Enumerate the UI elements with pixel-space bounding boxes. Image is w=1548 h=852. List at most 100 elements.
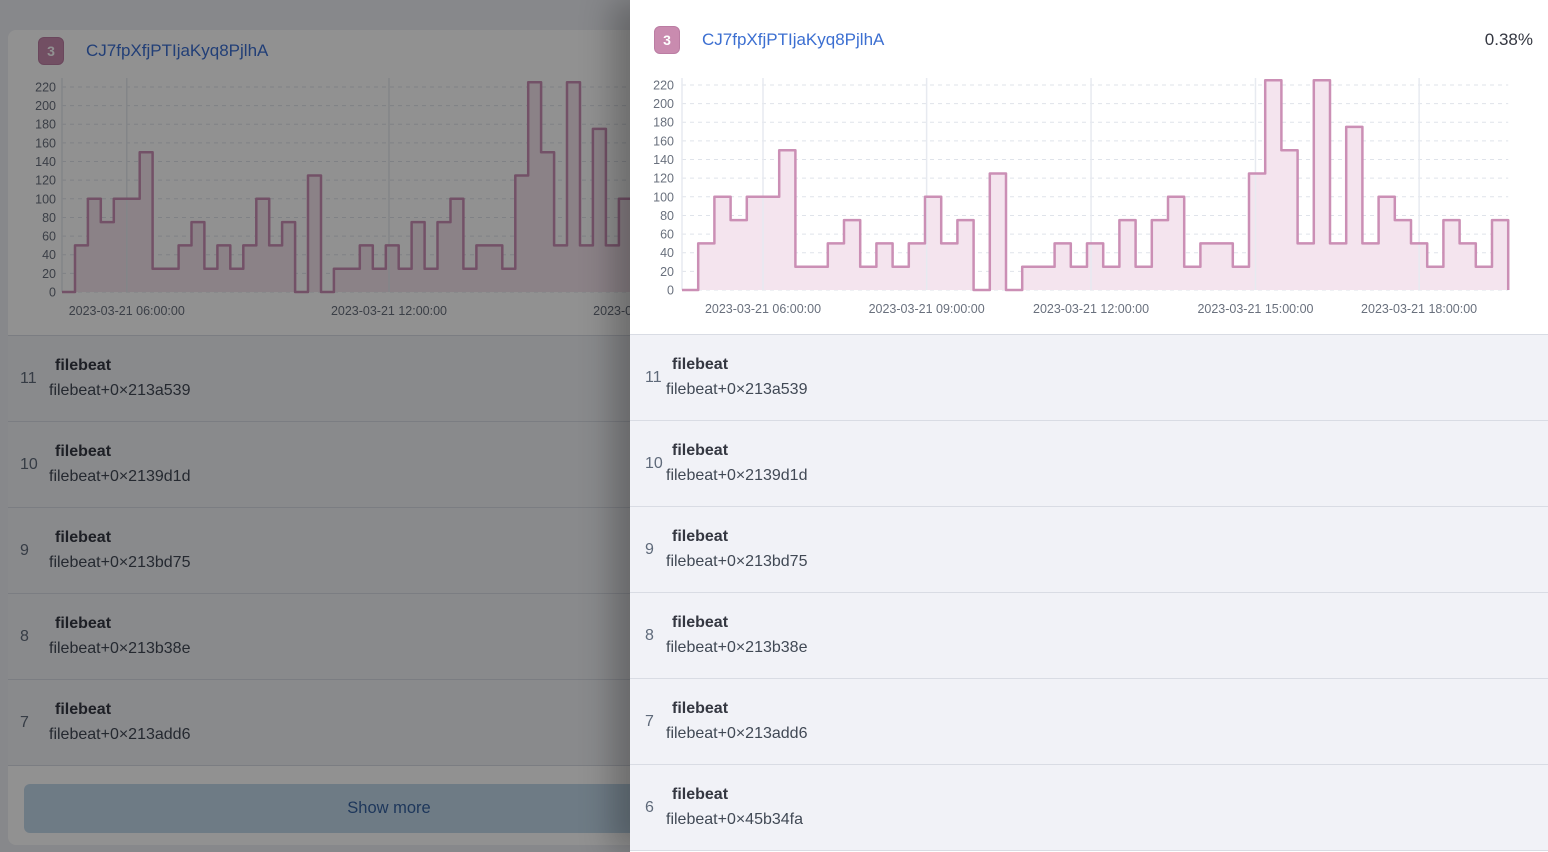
svg-text:180: 180 [35, 118, 56, 132]
frame-rank: 7 [20, 713, 29, 731]
card-header: 3 CJ7fpXfjPTIjaKyq8PjlhA [8, 30, 630, 66]
show-more-button[interactable]: Show more [24, 784, 630, 833]
svg-text:200: 200 [35, 99, 56, 113]
svg-text:180: 180 [653, 116, 674, 130]
frame-row[interactable]: 7 filebeat filebeat+0×213add6 [630, 679, 1548, 765]
frame-row[interactable]: 11 filebeat filebeat+0×213a539 [8, 336, 630, 422]
frame-address: filebeat+0×213a539 [49, 382, 191, 399]
frame-rank: 7 [645, 712, 654, 730]
frame-row[interactable]: 6 filebeat filebeat+0×45b34fa [630, 765, 1548, 851]
svg-text:2023-03-21 12:00:00: 2023-03-21 12:00:00 [331, 304, 447, 318]
frame-address: filebeat+0×213a539 [666, 381, 808, 398]
detail-flyout: 3 CJ7fpXfjPTIjaKyq8PjlhA 0.38% 0 20 40 60 80… [630, 0, 1548, 852]
frame-row[interactable]: 9 filebeat filebeat+0×213bd75 [630, 507, 1548, 593]
svg-text:80: 80 [660, 209, 674, 223]
function-title-link[interactable]: CJ7fpXfjPTIjaKyq8PjlhA [702, 30, 885, 49]
frame-executable: filebeat [55, 615, 112, 632]
svg-text:140: 140 [653, 153, 674, 167]
frame-row[interactable]: 9 filebeat filebeat+0×213bd75 [8, 508, 630, 594]
svg-text:40: 40 [660, 246, 674, 260]
frame-rank: 11 [645, 368, 662, 386]
svg-text:80: 80 [42, 211, 56, 225]
frame-executable: filebeat [672, 356, 729, 373]
svg-text:60: 60 [42, 230, 56, 244]
frame-text: filebeat filebeat+0×213b38e [49, 615, 190, 658]
rank-count-badge: 3 [654, 26, 680, 54]
frame-executable: filebeat [672, 614, 729, 631]
svg-text:140: 140 [35, 155, 56, 169]
frame-text: filebeat filebeat+0×2139d1d [666, 442, 807, 485]
svg-text:200: 200 [653, 97, 674, 111]
svg-text:0: 0 [667, 284, 674, 298]
svg-text:120: 120 [35, 174, 56, 188]
svg-text:100: 100 [35, 192, 56, 206]
svg-text:2023-03-21 15:00:00: 2023-03-21 15:00:00 [1197, 302, 1313, 316]
percent-value: 0.38% [1484, 30, 1533, 49]
frame-row[interactable]: 10 filebeat filebeat+0×2139d1d [8, 422, 630, 508]
svg-text:60: 60 [660, 228, 674, 242]
frame-address: filebeat+0×213bd75 [49, 554, 191, 571]
frame-executable: filebeat [55, 357, 112, 374]
frame-executable: filebeat [55, 701, 112, 718]
frame-address: filebeat+0×213add6 [49, 726, 191, 743]
frame-rank: 8 [20, 627, 29, 645]
svg-text:20: 20 [660, 265, 674, 279]
frame-row[interactable]: 10 filebeat filebeat+0×2139d1d [630, 421, 1548, 507]
svg-text:2023-03-21 06:00:00: 2023-03-21 06:00:00 [705, 302, 821, 316]
frame-executable: filebeat [672, 528, 729, 545]
frame-row[interactable]: 7 filebeat filebeat+0×213add6 [8, 680, 630, 766]
frame-list: 11 filebeat filebeat+0×213a539 10 filebeat fi… [630, 334, 1548, 851]
frame-text: filebeat filebeat+0×45b34fa [666, 786, 803, 829]
frame-address: filebeat+0×2139d1d [49, 468, 191, 485]
svg-text:160: 160 [35, 136, 56, 150]
modal-backdrop[interactable] [0, 0, 630, 852]
frame-address: filebeat+0×213add6 [666, 725, 808, 742]
frame-rank: 9 [645, 540, 654, 558]
svg-text:220: 220 [653, 78, 674, 92]
flyout-header: 3 CJ7fpXfjPTIjaKyq8PjlhA 0.38% [630, 0, 1548, 54]
svg-text:0: 0 [49, 286, 56, 300]
frame-row[interactable]: 11 filebeat filebeat+0×213a539 [630, 335, 1548, 421]
frame-rank: 11 [20, 369, 37, 387]
frame-text: filebeat filebeat+0×213add6 [666, 700, 807, 743]
svg-text:2023-03-21 18:00:00: 2023-03-21 18:00:00 [1361, 302, 1477, 316]
svg-text:40: 40 [42, 248, 56, 262]
frame-text: filebeat filebeat+0×213bd75 [49, 529, 190, 572]
frame-executable: filebeat [672, 442, 729, 459]
frame-text: filebeat filebeat+0×213a539 [49, 357, 190, 400]
frame-address: filebeat+0×213b38e [49, 640, 191, 657]
frame-text: filebeat filebeat+0×213bd75 [666, 528, 807, 571]
frame-text: filebeat filebeat+0×213a539 [666, 356, 807, 399]
frame-address: filebeat+0×45b34fa [666, 811, 804, 828]
frame-row[interactable]: 8 filebeat filebeat+0×213b38e [630, 593, 1548, 679]
histogram-chart: 0 20 40 60 80 100 120 140 160 180 200 220 2023-03-21… [35, 78, 630, 318]
svg-text:2023-03-21 06:00:00: 2023-03-21 06:00:00 [69, 304, 185, 318]
svg-text:2023-03-21 18:00:00: 2023-03-21 18:00:00 [593, 304, 630, 318]
frame-text: filebeat filebeat+0×213add6 [49, 701, 190, 744]
svg-text:2023-03-21 09:00:00: 2023-03-21 09:00:00 [869, 302, 985, 316]
frame-row[interactable]: 8 filebeat filebeat+0×213b38e [8, 594, 630, 680]
histogram-chart: 0 20 40 60 80 100 120 140 160 180 200 220 2023-03-21… [653, 78, 1510, 316]
frame-address: filebeat+0×213b38e [666, 639, 808, 656]
frame-rank: 10 [20, 455, 38, 473]
frame-rank: 9 [20, 541, 29, 559]
background-panel: 3 CJ7fpXfjPTIjaKyq8PjlhA 11 filebeat fileb… [0, 0, 630, 852]
frame-text: filebeat filebeat+0×213b38e [666, 614, 807, 657]
svg-text:100: 100 [653, 190, 674, 204]
function-title-link[interactable]: CJ7fpXfjPTIjaKyq8PjlhA [86, 40, 269, 60]
frame-rank: 10 [645, 454, 663, 472]
svg-text:220: 220 [35, 80, 56, 94]
function-card: 3 CJ7fpXfjPTIjaKyq8PjlhA 11 filebeat fileb… [8, 30, 630, 845]
frame-address: filebeat+0×213bd75 [666, 553, 808, 570]
frame-executable: filebeat [55, 443, 112, 460]
svg-text:160: 160 [653, 134, 674, 148]
svg-text:120: 120 [653, 172, 674, 186]
svg-text:20: 20 [42, 267, 56, 281]
frame-executable: filebeat [55, 529, 112, 546]
rank-count-badge: 3 [38, 36, 64, 65]
frame-address: filebeat+0×2139d1d [666, 467, 808, 484]
frame-executable: filebeat [672, 700, 729, 717]
frame-text: filebeat filebeat+0×2139d1d [49, 443, 190, 486]
frame-executable: filebeat [672, 786, 729, 803]
